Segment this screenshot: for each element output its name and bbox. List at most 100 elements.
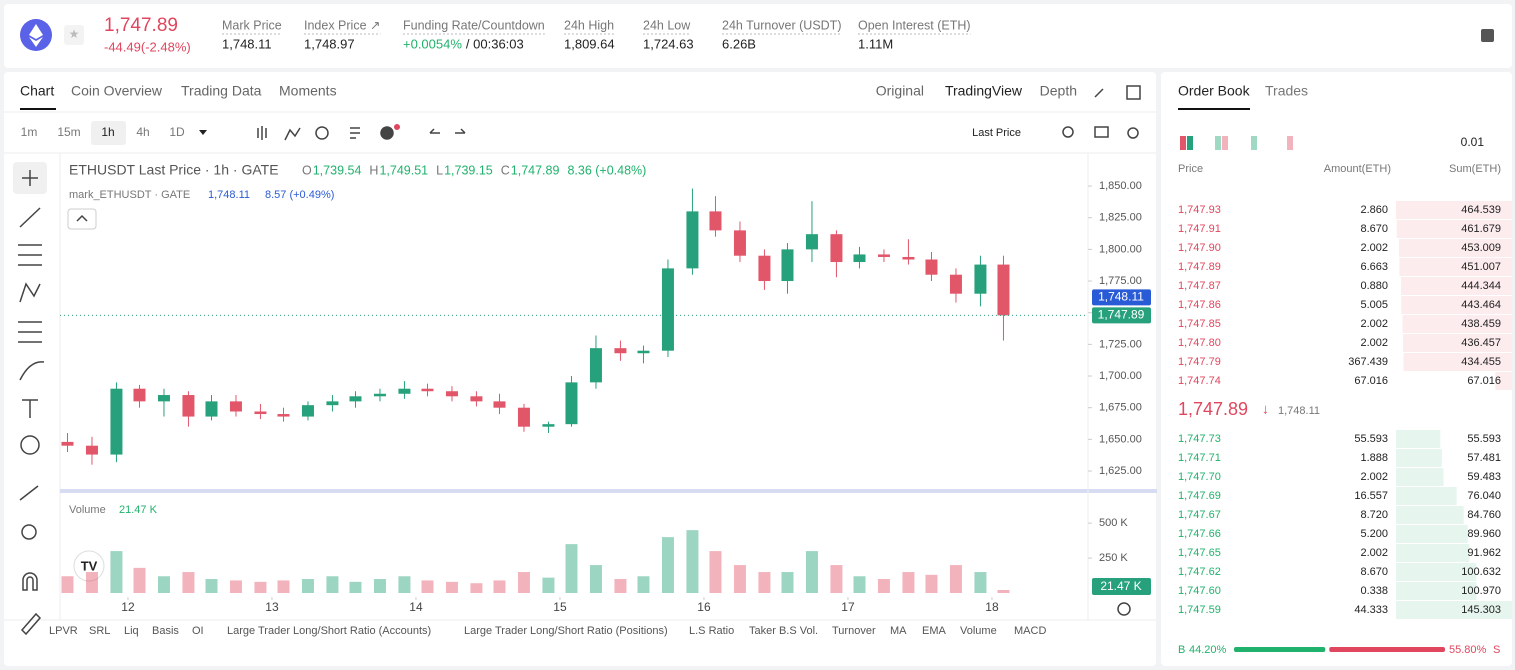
ob-header: Price xyxy=(1178,163,1203,175)
candle-body xyxy=(661,268,674,351)
settings[interactable] xyxy=(1117,602,1131,616)
badge xyxy=(394,124,400,130)
last-price-tag-bg xyxy=(1092,307,1151,324)
y-tick-label: 1,775.00 xyxy=(1099,275,1142,287)
interval[interactable]: 1m xyxy=(21,125,38,139)
ob-sum: 434.455 xyxy=(1461,356,1501,368)
indicator[interactable]: L.S Ratio xyxy=(689,625,734,637)
volume-bar xyxy=(589,565,602,593)
precision[interactable]: 0.01 xyxy=(1461,135,1485,149)
volume-bar xyxy=(542,577,555,593)
ob-tab[interactable]: Order Book xyxy=(1178,83,1251,99)
mid-mark: 1,748.11 xyxy=(1278,405,1320,417)
ob-price: 1,747.73 xyxy=(1178,433,1221,445)
ob-price: 1,747.93 xyxy=(1178,204,1221,216)
indicator[interactable]: Turnover xyxy=(832,625,876,637)
view-tab[interactable]: TradingView xyxy=(945,83,1023,99)
ob-sum: 443.464 xyxy=(1461,299,1501,311)
candle-body xyxy=(373,393,386,397)
ob-tab[interactable]: Trades xyxy=(1265,83,1308,99)
y-tick-label: 1,650.00 xyxy=(1099,433,1142,445)
indicator[interactable]: Large Trader Long/Short Ratio (Accounts) xyxy=(227,625,431,637)
depth-bar xyxy=(1401,277,1512,295)
x-tick-label: 16 xyxy=(697,600,711,614)
mark-legend: mark_ETHUSDT · GATE xyxy=(69,189,190,201)
collapse-legend[interactable] xyxy=(67,208,97,230)
indicator[interactable]: Basis xyxy=(152,625,179,637)
menu-icon[interactable] xyxy=(1481,29,1494,42)
buy-label: B xyxy=(1178,644,1185,656)
indicator[interactable]: MA xyxy=(890,625,907,637)
ob-price: 1,747.79 xyxy=(1178,356,1221,368)
chart-tab[interactable]: Trading Data xyxy=(181,83,262,99)
stat-label: Index Price ↗ xyxy=(304,18,380,32)
volume-bar xyxy=(997,590,1010,593)
x-tick-label: 17 xyxy=(841,600,855,614)
ob-sum: 100.970 xyxy=(1461,585,1501,597)
favorite[interactable] xyxy=(64,25,84,45)
stat-value: 6.26B xyxy=(722,36,756,51)
view-tab[interactable]: Original xyxy=(876,83,924,99)
ob-sum: 451.007 xyxy=(1461,261,1501,273)
y-tick-label: 1,700.00 xyxy=(1099,370,1142,382)
interval-active xyxy=(91,121,126,145)
ob-sum: 59.483 xyxy=(1467,471,1501,483)
indicator[interactable]: Volume xyxy=(960,625,997,637)
star[interactable]: ★ xyxy=(69,27,80,41)
candle-body xyxy=(925,259,938,275)
interval[interactable]: 15m xyxy=(57,125,80,139)
depth-bar xyxy=(1396,468,1444,486)
candle-body xyxy=(445,391,458,397)
interval[interactable]: 1h xyxy=(101,125,114,139)
indicator[interactable]: OI xyxy=(192,625,204,637)
volume-bar xyxy=(277,580,290,593)
depth-bar xyxy=(1396,430,1441,448)
stat-value: 1,748.97 xyxy=(304,36,355,51)
ob-price: 1,747.65 xyxy=(1178,547,1221,559)
ob-price: 1,747.91 xyxy=(1178,223,1221,235)
y-tick-label: 1,800.00 xyxy=(1099,243,1142,255)
ob-sum: 453.009 xyxy=(1461,242,1501,254)
ohlc-legend: 1,739.54 xyxy=(313,163,362,177)
chart-tab[interactable]: Chart xyxy=(20,83,54,99)
indicator[interactable]: LPVR xyxy=(49,625,78,637)
volume-bar xyxy=(421,580,434,593)
ob-price: 1,747.70 xyxy=(1178,471,1221,483)
ob-amount: 2.002 xyxy=(1360,471,1388,483)
candle-body xyxy=(877,254,890,257)
ob-price: 1,747.60 xyxy=(1178,585,1221,597)
chart-tab[interactable]: Coin Overview xyxy=(71,83,163,99)
volume-bar xyxy=(326,576,339,593)
interval[interactable]: 1D xyxy=(169,125,185,139)
y-tick-label: 250 K xyxy=(1099,552,1128,564)
candle-body xyxy=(565,382,578,425)
indicator[interactable]: SRL xyxy=(89,625,110,637)
candle-body xyxy=(853,254,866,263)
indicator[interactable]: Taker B.S Vol. xyxy=(749,625,818,637)
candle-body xyxy=(949,274,962,294)
indicator[interactable]: MACD xyxy=(1014,625,1046,637)
candle-body xyxy=(686,211,699,269)
chart-tab[interactable]: Moments xyxy=(279,83,337,99)
candle-body xyxy=(902,256,915,260)
volume-value: 21.47 K xyxy=(119,504,158,516)
depth-bar xyxy=(1396,220,1512,238)
indicator[interactable]: EMA xyxy=(922,625,947,637)
interval[interactable]: 4h xyxy=(136,125,149,139)
volume-legend: Volume xyxy=(69,504,106,516)
ob-view-icons xyxy=(1180,136,1293,150)
dropdown[interactable] xyxy=(199,130,207,135)
view-tab[interactable]: Depth xyxy=(1040,83,1077,99)
indicator[interactable]: Liq xyxy=(124,625,139,637)
ob-amount: 8.670 xyxy=(1360,566,1388,578)
indicator[interactable]: Large Trader Long/Short Ratio (Positions… xyxy=(464,625,668,637)
down-arrow: ↓ xyxy=(1262,401,1269,417)
depth-bar xyxy=(1396,582,1477,600)
price-type[interactable]: Last Price xyxy=(972,127,1021,139)
depth-bar xyxy=(1495,372,1512,390)
ob-amount: 2.002 xyxy=(1360,337,1388,349)
ob-sum: 145.303 xyxy=(1461,604,1501,616)
ob-price: 1,747.90 xyxy=(1178,242,1221,254)
candle-body xyxy=(421,388,434,392)
ob-amount: 55.593 xyxy=(1354,433,1388,445)
